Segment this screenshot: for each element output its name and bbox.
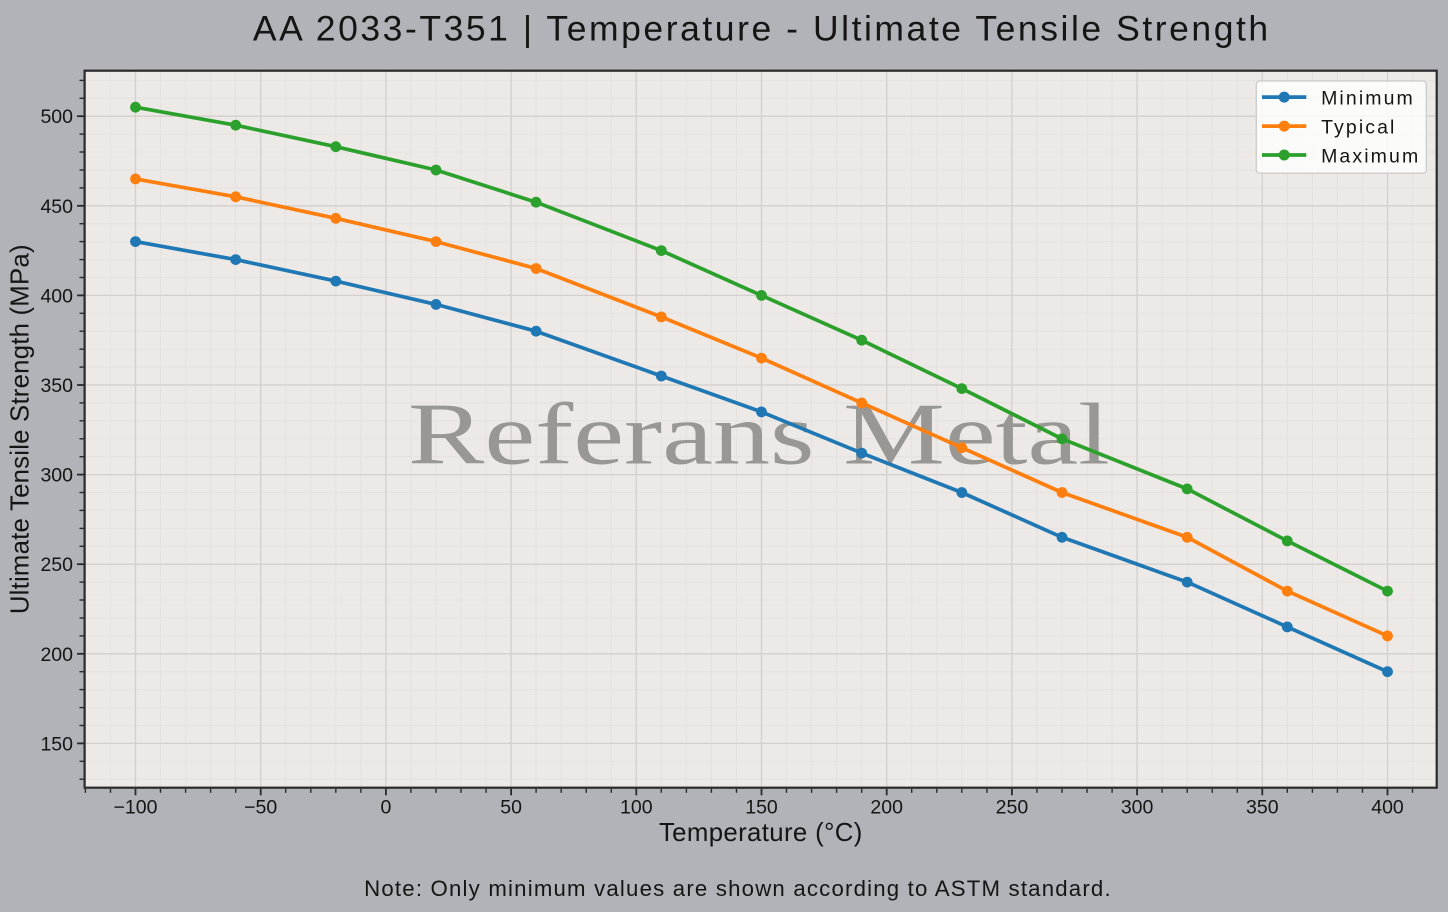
svg-text:350: 350 — [1246, 797, 1279, 819]
svg-text:250: 250 — [40, 554, 73, 576]
svg-text:Referans Metal: Referans Metal — [408, 386, 1110, 483]
svg-text:Maximum: Maximum — [1321, 146, 1420, 168]
svg-text:350: 350 — [40, 375, 73, 397]
svg-text:Note: Only minimum values are: Note: Only minimum values are shown acco… — [364, 876, 1112, 901]
svg-text:Temperature (°C): Temperature (°C) — [659, 819, 863, 847]
svg-text:50: 50 — [500, 797, 522, 819]
svg-text:300: 300 — [40, 465, 73, 487]
svg-text:250: 250 — [996, 797, 1029, 819]
svg-text:Typical: Typical — [1321, 117, 1396, 139]
svg-text:−50: −50 — [244, 797, 277, 819]
svg-text:AA 2033-T351 | Temperature - U: AA 2033-T351 | Temperature - Ultimate Te… — [253, 8, 1271, 48]
svg-text:Minimum: Minimum — [1321, 88, 1415, 110]
svg-text:150: 150 — [745, 797, 778, 819]
svg-text:300: 300 — [1121, 797, 1154, 819]
svg-text:450: 450 — [40, 196, 73, 218]
svg-text:200: 200 — [40, 644, 73, 666]
svg-text:200: 200 — [870, 797, 903, 819]
svg-text:400: 400 — [1371, 797, 1404, 819]
svg-text:Ultimate Tensile Strength (MPa: Ultimate Tensile Strength (MPa) — [7, 244, 35, 614]
svg-text:400: 400 — [40, 285, 73, 307]
svg-text:−100: −100 — [114, 797, 158, 819]
svg-text:500: 500 — [40, 106, 73, 128]
svg-text:150: 150 — [40, 733, 73, 755]
svg-text:100: 100 — [620, 797, 653, 819]
svg-text:0: 0 — [380, 797, 391, 819]
